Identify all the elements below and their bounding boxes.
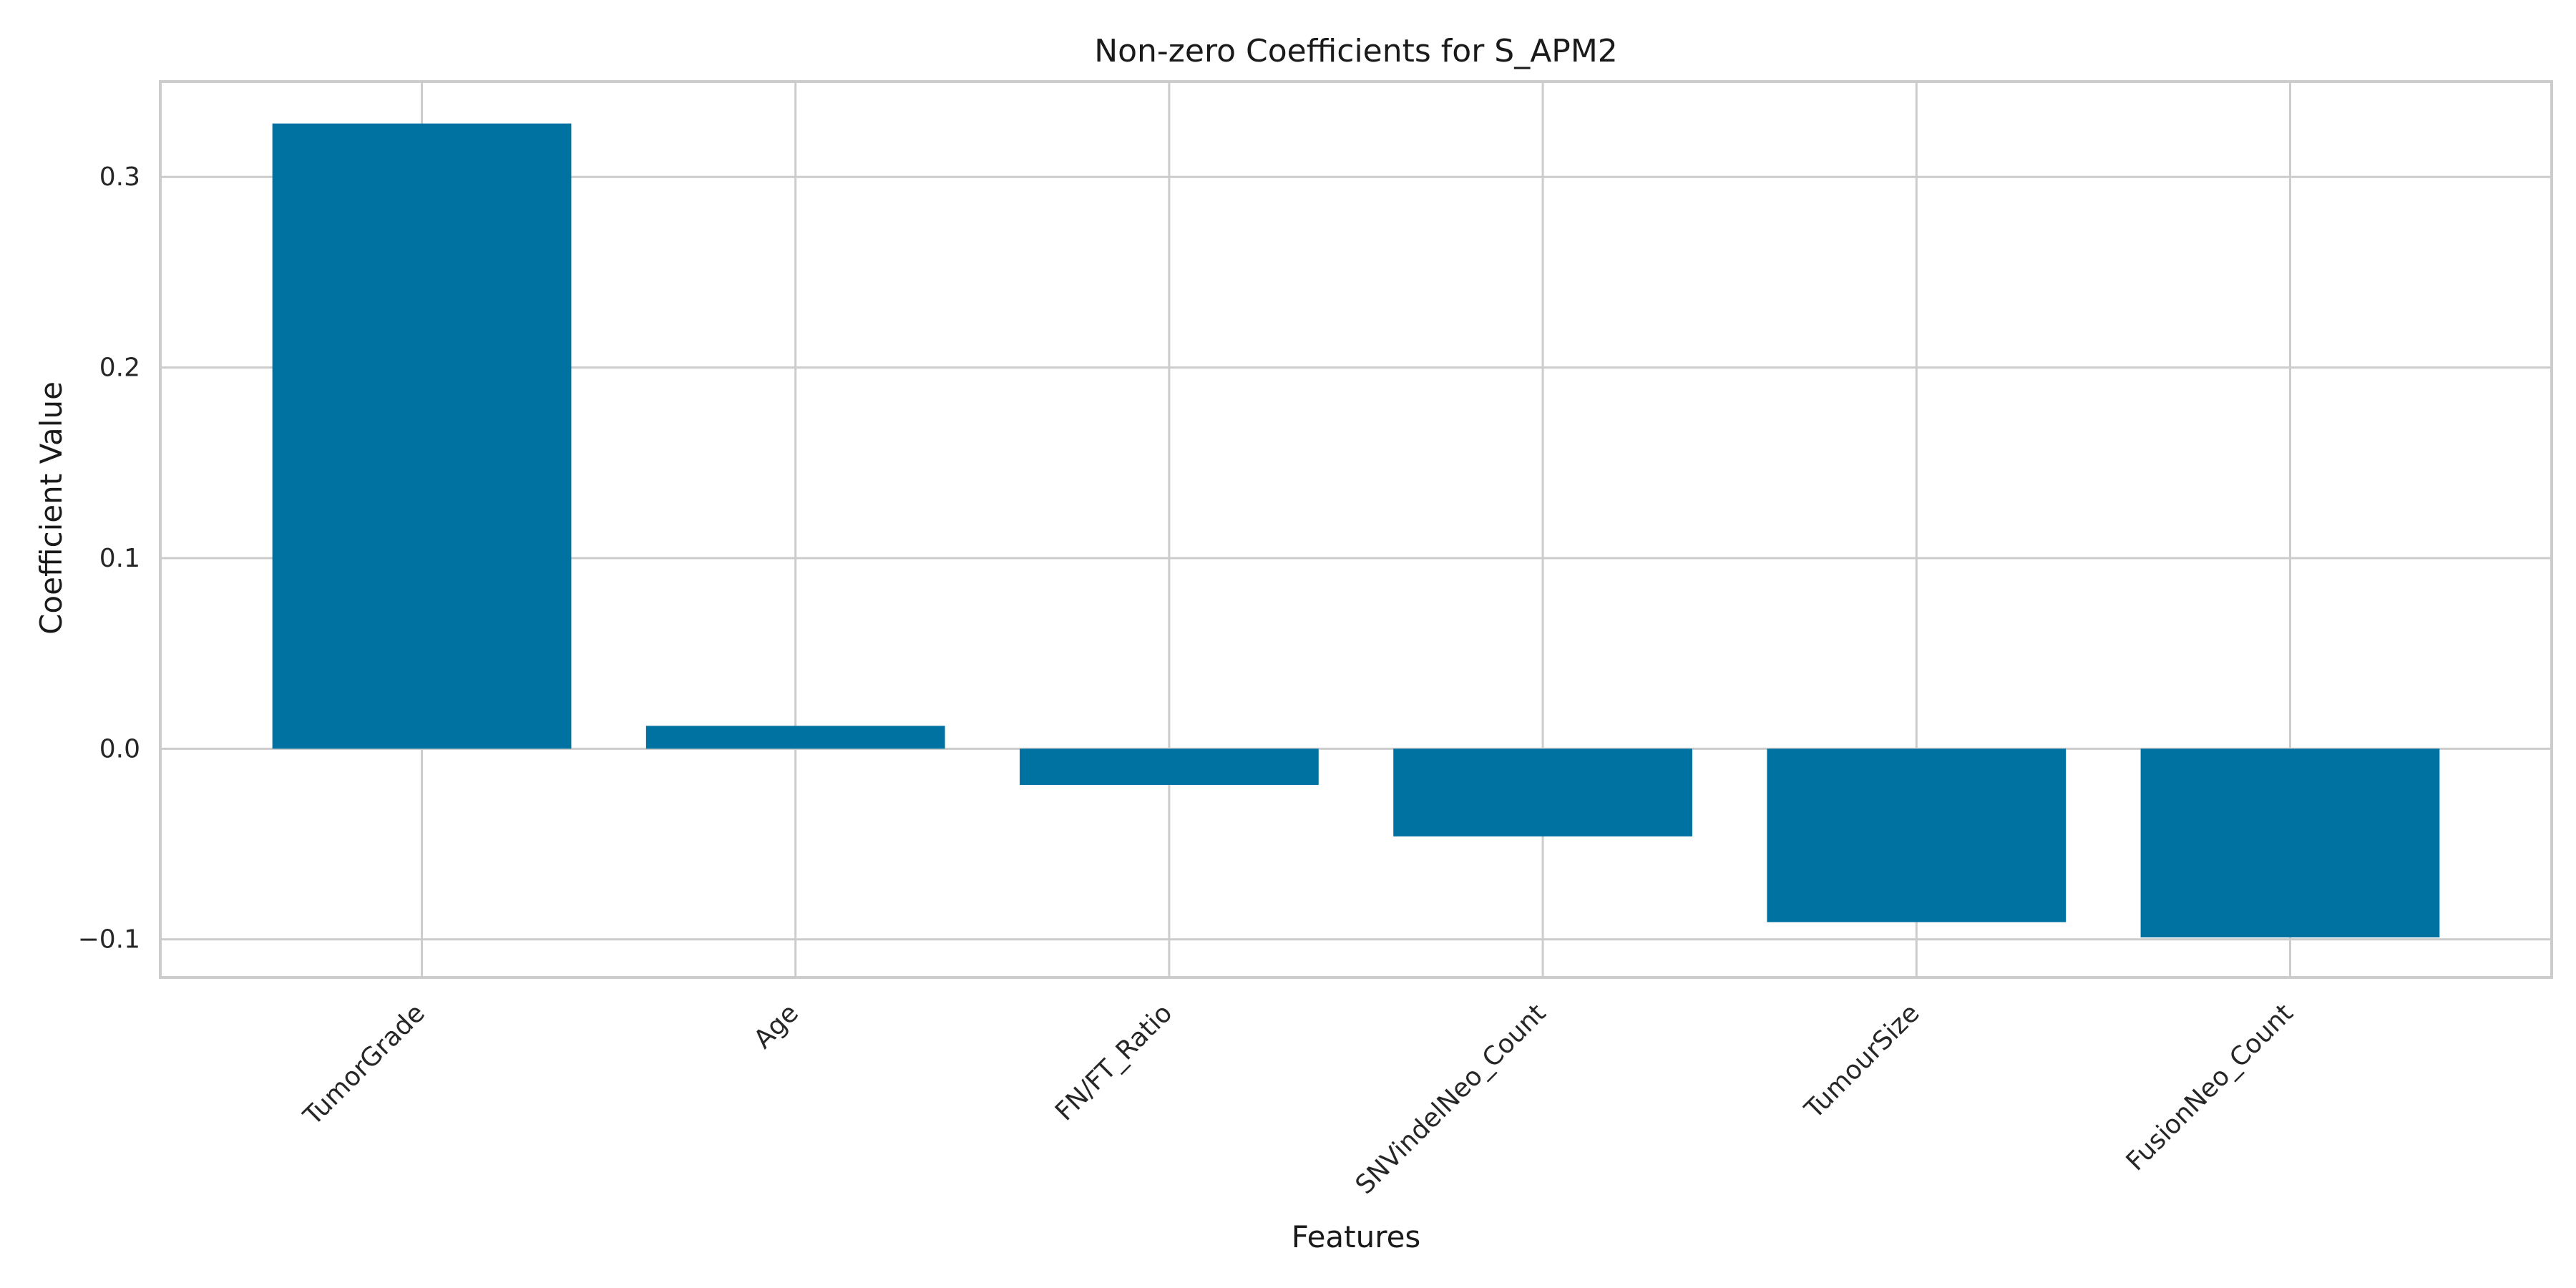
x-tick-label: FusionNeo_Count bbox=[2121, 998, 2299, 1176]
y-tick-label: 0.1 bbox=[99, 544, 140, 573]
x-tick-label: SNVindelNeo_Count bbox=[1350, 998, 1552, 1200]
y-tick-label: 0.2 bbox=[99, 353, 140, 383]
bar-tumoursize bbox=[1767, 748, 2067, 922]
bar-age bbox=[645, 726, 945, 749]
y-tick-label: 0.0 bbox=[99, 734, 140, 763]
x-tick-label: Age bbox=[748, 998, 804, 1054]
x-tick-label: TumorGrade bbox=[298, 998, 431, 1131]
x-tick-label: FN/FT_Ratio bbox=[1050, 998, 1178, 1126]
y-tick-label: 0.3 bbox=[99, 162, 140, 192]
bars bbox=[272, 123, 2440, 938]
chart-title: Non-zero Coefficients for S_APM2 bbox=[1094, 33, 1618, 69]
bar-fusionneo-count bbox=[2140, 748, 2440, 938]
plot-frame bbox=[159, 80, 2553, 979]
y-tick-labels: −0.1 0.0 0.1 0.2 0.3 bbox=[78, 162, 140, 955]
x-tick-label: TumourSize bbox=[1799, 998, 1926, 1125]
bar-tumorgrade bbox=[272, 123, 572, 749]
x-tick-labels: TumorGrade Age FN/FT_Ratio SNVindelNeo_Coun… bbox=[298, 998, 2299, 1200]
y-tick-label: −0.1 bbox=[78, 925, 140, 955]
y-axis-label: Coefficient Value bbox=[34, 381, 69, 635]
bar-fn-ft-ratio bbox=[1020, 748, 1319, 785]
x-axis-label: Features bbox=[1292, 1219, 1421, 1254]
bar-snvindelneo-count bbox=[1393, 748, 1692, 836]
